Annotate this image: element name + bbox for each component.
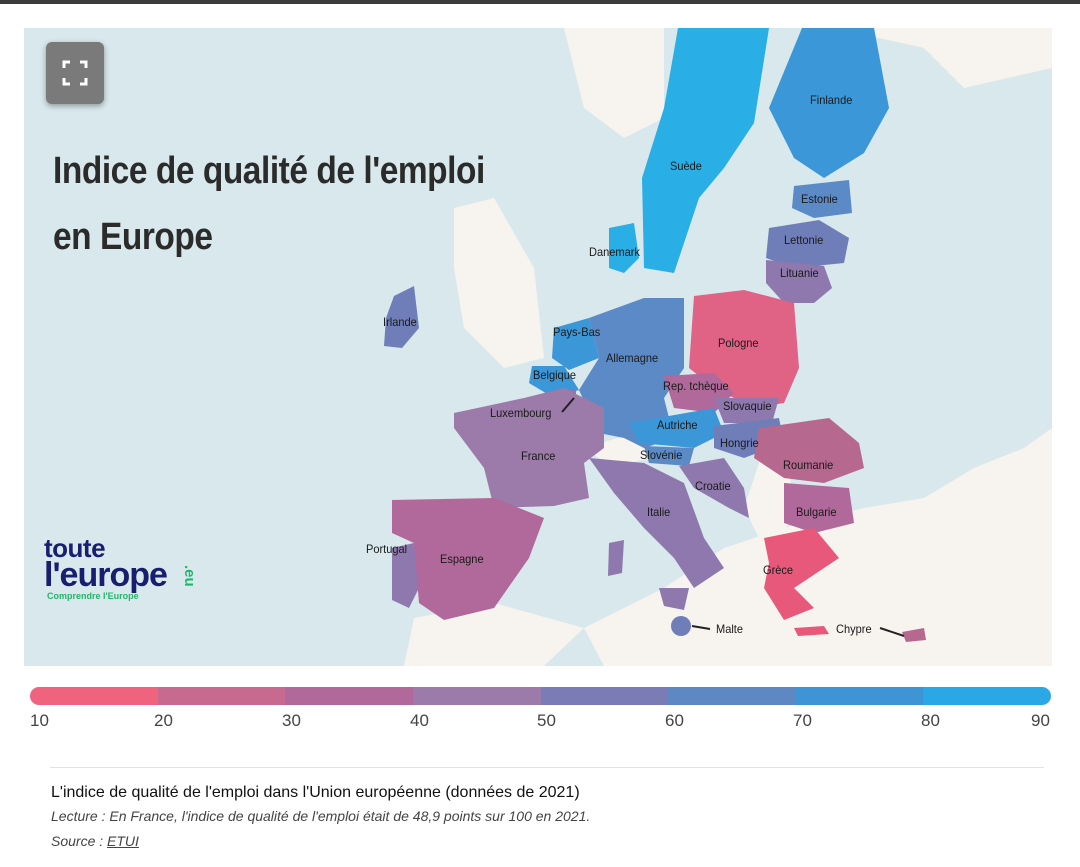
country-allemagne[interactable] — [579, 298, 684, 448]
country-bulgarie[interactable] — [784, 483, 854, 533]
top-border — [0, 0, 1080, 4]
logo-tagline: Comprendre l'Europe — [47, 591, 139, 601]
country-pays-bas[interactable] — [552, 318, 599, 370]
country-danemark[interactable] — [609, 223, 639, 273]
country-slovaquie[interactable] — [714, 398, 779, 423]
country-chypre[interactable] — [902, 628, 926, 642]
scale-segment-2 — [157, 687, 286, 705]
expand-icon — [62, 60, 88, 86]
label-chypre: Chypre — [836, 622, 872, 636]
label-pologne: Pologne — [718, 336, 759, 350]
logo-suffix: .eu — [181, 565, 198, 587]
footer-source: Source : ETUI — [51, 833, 139, 849]
land-africa — [404, 603, 584, 666]
label-rep-tcheque: Rep. tchèque — [663, 379, 729, 393]
footer-divider — [50, 767, 1044, 768]
color-scale — [30, 687, 1051, 705]
country-sardaigne[interactable] — [608, 540, 624, 576]
luxembourg-leader-line — [561, 397, 575, 413]
scale-ticks: 10 20 30 40 50 60 70 80 90 — [0, 711, 1080, 733]
footer-title: L'indice de qualité de l'emploi dans l'U… — [51, 784, 580, 801]
tick-20: 20 — [154, 711, 173, 730]
tick-30: 30 — [282, 711, 301, 730]
logo-line2: l'europe — [44, 556, 168, 594]
country-estonie[interactable] — [792, 180, 852, 218]
tick-10: 10 — [30, 711, 49, 730]
label-slovaquie: Slovaquie — [723, 399, 772, 413]
label-france: France — [521, 449, 556, 463]
land-east — [584, 28, 1052, 666]
country-suede[interactable] — [642, 28, 769, 273]
country-france[interactable] — [454, 388, 604, 508]
label-autriche: Autriche — [657, 418, 698, 432]
malte-leader-line — [691, 625, 711, 630]
scale-segment-6 — [668, 687, 796, 705]
country-grece[interactable] — [764, 528, 839, 620]
country-malte[interactable] — [671, 616, 691, 636]
label-danemark: Danemark — [589, 245, 640, 259]
country-slovenie[interactable] — [644, 446, 694, 466]
label-italie: Italie — [647, 505, 671, 519]
source-link[interactable]: ETUI — [107, 833, 139, 849]
scale-segment-3 — [285, 687, 413, 705]
footer-reading-note: Lecture : En France, l'indice de qualité… — [51, 808, 591, 824]
scale-segment-1 — [30, 687, 158, 705]
country-crete[interactable] — [794, 626, 829, 636]
scale-segment-4 — [412, 687, 541, 705]
europe-map[interactable]: Suède Finlande Estonie Lettonie Lituanie… — [24, 28, 1052, 666]
tick-90: 90 — [1031, 711, 1050, 730]
land-russia-north — [834, 28, 1052, 88]
label-estonie: Estonie — [801, 192, 838, 206]
label-hongrie: Hongrie — [720, 436, 759, 450]
country-irlande[interactable] — [384, 286, 419, 348]
label-portugal: Portugal — [366, 542, 408, 556]
chypre-leader-line — [879, 627, 905, 637]
country-roumanie[interactable] — [754, 418, 864, 483]
label-suede: Suède — [670, 159, 702, 173]
country-finlande[interactable] — [769, 28, 889, 178]
label-pays-bas: Pays-Bas — [553, 325, 601, 339]
map-svg — [384, 28, 1052, 666]
logo-line1: toute — [44, 533, 106, 563]
country-autriche[interactable] — [629, 408, 724, 448]
country-lettonie[interactable] — [766, 220, 849, 268]
toute-leurope-logo: toute l'europe Comprendre l'Europe .eu — [44, 535, 244, 605]
scale-segment-8 — [923, 687, 1051, 705]
label-luxembourg: Luxembourg — [490, 406, 552, 420]
country-espagne[interactable] — [392, 498, 544, 620]
source-label: Source : — [51, 833, 108, 849]
label-croatie: Croatie — [695, 479, 731, 493]
fullscreen-button[interactable] — [46, 42, 104, 104]
tick-70: 70 — [793, 711, 812, 730]
tick-40: 40 — [410, 711, 429, 730]
tick-80: 80 — [921, 711, 940, 730]
label-lettonie: Lettonie — [784, 233, 824, 247]
country-sicile[interactable] — [659, 588, 689, 610]
land-norway — [564, 28, 664, 138]
country-italie[interactable] — [589, 458, 724, 588]
label-finlande: Finlande — [810, 93, 853, 107]
label-malte: Malte — [716, 622, 743, 636]
label-grece: Grèce — [763, 563, 794, 577]
scale-segment-7 — [795, 687, 924, 705]
country-croatie[interactable] — [679, 458, 749, 518]
label-belgique: Belgique — [533, 368, 576, 382]
label-lituanie: Lituanie — [780, 266, 819, 280]
label-espagne: Espagne — [440, 552, 484, 566]
label-irlande: Irlande — [383, 315, 417, 329]
land-uk — [454, 198, 544, 368]
country-portugal[interactable] — [392, 543, 419, 608]
scale-segment-5 — [540, 687, 669, 705]
label-allemagne: Allemagne — [606, 351, 659, 365]
label-bulgarie: Bulgarie — [796, 505, 837, 519]
tick-50: 50 — [537, 711, 556, 730]
label-roumanie: Roumanie — [783, 458, 834, 472]
label-slovenie: Slovénie — [640, 448, 683, 462]
tick-60: 60 — [665, 711, 684, 730]
map-title: Indice de qualité de l'emploi en Europe — [53, 150, 485, 258]
country-lituanie[interactable] — [766, 260, 832, 303]
